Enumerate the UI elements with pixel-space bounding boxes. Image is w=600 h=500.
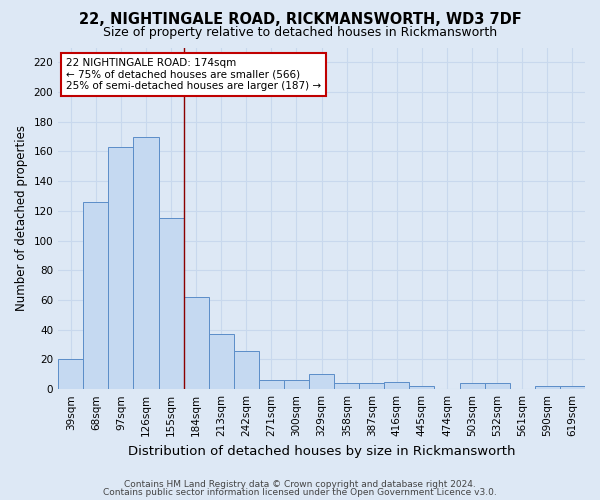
Bar bbox=[485, 383, 510, 389]
Bar bbox=[109, 147, 133, 389]
Bar bbox=[385, 382, 409, 389]
Bar bbox=[359, 383, 385, 389]
Text: 22, NIGHTINGALE ROAD, RICKMANSWORTH, WD3 7DF: 22, NIGHTINGALE ROAD, RICKMANSWORTH, WD3… bbox=[79, 12, 521, 28]
Bar bbox=[409, 386, 434, 389]
Bar bbox=[83, 202, 109, 389]
Bar bbox=[209, 334, 234, 389]
Bar bbox=[560, 386, 585, 389]
Bar bbox=[58, 360, 83, 389]
Y-axis label: Number of detached properties: Number of detached properties bbox=[15, 126, 28, 312]
Bar bbox=[184, 297, 209, 389]
Bar bbox=[334, 383, 359, 389]
Bar bbox=[259, 380, 284, 389]
Text: Contains public sector information licensed under the Open Government Licence v3: Contains public sector information licen… bbox=[103, 488, 497, 497]
Bar bbox=[535, 386, 560, 389]
Text: Contains HM Land Registry data © Crown copyright and database right 2024.: Contains HM Land Registry data © Crown c… bbox=[124, 480, 476, 489]
Text: 22 NIGHTINGALE ROAD: 174sqm
← 75% of detached houses are smaller (566)
25% of se: 22 NIGHTINGALE ROAD: 174sqm ← 75% of det… bbox=[66, 58, 321, 91]
Bar bbox=[133, 136, 158, 389]
Bar bbox=[234, 350, 259, 389]
Bar bbox=[284, 380, 309, 389]
Bar bbox=[158, 218, 184, 389]
Bar bbox=[309, 374, 334, 389]
Text: Size of property relative to detached houses in Rickmansworth: Size of property relative to detached ho… bbox=[103, 26, 497, 39]
X-axis label: Distribution of detached houses by size in Rickmansworth: Distribution of detached houses by size … bbox=[128, 444, 515, 458]
Bar bbox=[460, 383, 485, 389]
